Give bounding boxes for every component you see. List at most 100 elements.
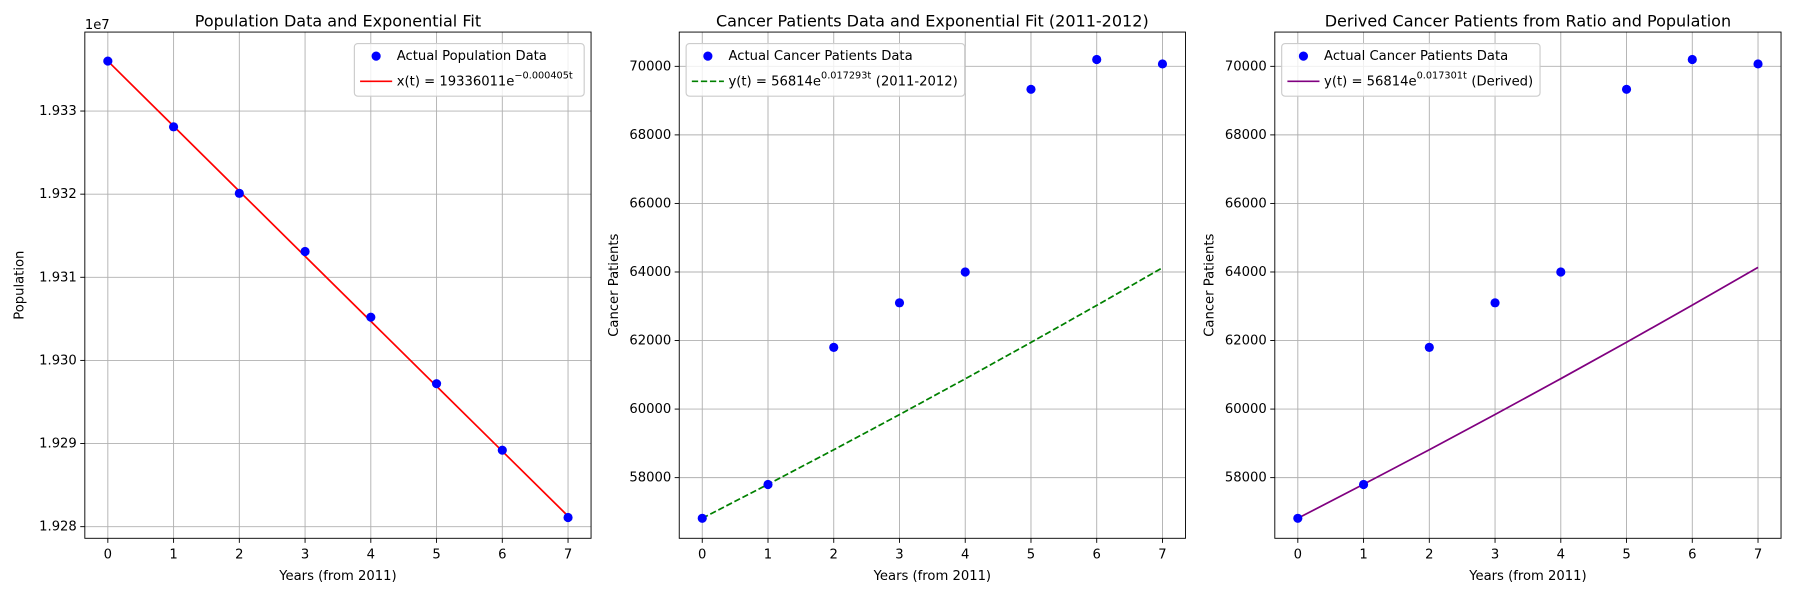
fit-line: [1297, 266, 1759, 520]
axes: 0 1 2 3 4 5 6 7 58000 60000 62000 64000 66000 68000 70…: [1225, 32, 1782, 562]
data-point: [1092, 54, 1102, 65]
y-tick-label: 62000: [1225, 334, 1267, 349]
axes: 0 1 2 3 4 5 6 7 1.928 1.929 1.930 1.931 1.932 1.933: [39, 32, 592, 562]
data-point: [1687, 54, 1697, 65]
data-point: [1157, 59, 1168, 69]
fit-line: [107, 60, 569, 517]
data-point: [697, 513, 707, 523]
x-tick-label: 6: [498, 547, 506, 562]
legend-superscript: −0.000405t: [514, 71, 573, 82]
legend: Actual Population Data x(t) = 19336011e−0…: [353, 42, 585, 97]
legend-label: x(t) = 19336011e−0.000405t: [397, 71, 573, 90]
x-tick-label: 3: [1491, 547, 1499, 562]
legend-suffix: (2011-2012): [876, 74, 958, 89]
data-point: [829, 342, 839, 352]
y-tick-label: 1.933: [39, 104, 77, 119]
y-tick-label: 68000: [629, 128, 671, 143]
data-point: [168, 122, 179, 132]
y-axis-label: Cancer Patients: [1203, 233, 1218, 336]
legend-text: y(t) = 56814e: [728, 74, 821, 89]
legend-label: Actual Population Data: [397, 49, 547, 64]
x-tick-label: 1: [1359, 547, 1367, 562]
data-point: [1556, 267, 1566, 277]
legend-box: [353, 42, 585, 97]
axes-frame: [678, 31, 1186, 539]
legend-label: Actual Cancer Patients Data: [1324, 49, 1508, 64]
data-point: [497, 445, 507, 455]
x-tick-label: 6: [1093, 547, 1101, 562]
x-tick-label: 7: [1158, 547, 1166, 562]
y-axis-label: Population: [13, 251, 28, 320]
y-tick-label: 58000: [1225, 471, 1267, 486]
y-tick-label: 66000: [629, 196, 671, 211]
y-tick-label: 64000: [629, 265, 671, 280]
y-tick-label: 1.931: [39, 270, 77, 285]
x-tick-label: 0: [1294, 547, 1302, 562]
y-tick-label: 64000: [1225, 265, 1267, 280]
x-tick-label: 1: [764, 547, 772, 562]
legend-text: y(t) = 56814e: [1324, 74, 1417, 89]
chart-title: Cancer Patients Data and Exponential Fit…: [716, 11, 1149, 30]
x-tick-label: 0: [104, 547, 112, 562]
x-tick-label: 2: [830, 547, 838, 562]
x-tick-label: 7: [1754, 547, 1762, 562]
y-tick-label: 62000: [629, 334, 671, 349]
data-point: [1293, 513, 1303, 523]
x-tick-label: 5: [1622, 547, 1630, 562]
data-point: [300, 246, 310, 257]
y-tick-label: 70000: [629, 59, 671, 74]
legend-marker: [1298, 51, 1309, 61]
x-tick-label: 5: [432, 547, 440, 562]
y-tick-label: 68000: [1225, 128, 1267, 143]
legend-box: [1281, 42, 1541, 97]
x-axis-label: Years (from 2011): [873, 569, 991, 584]
fit-line: [701, 266, 1163, 520]
chart-title: Derived Cancer Patients from Ratio and P…: [1325, 11, 1731, 30]
legend-label: y(t) = 56814e0.017301t (Derived): [1324, 71, 1533, 90]
y-tick-label: 66000: [1225, 196, 1267, 211]
legend-label: y(t) = 56814e0.017293t (2011-2012): [728, 71, 957, 90]
data-point: [563, 512, 573, 523]
legend-text: x(t) = 19336011e: [397, 74, 515, 89]
legend: Actual Cancer Patients Data y(t) = 56814e…: [1281, 42, 1541, 97]
x-tick-label: 4: [961, 547, 969, 562]
axes-frame: [84, 31, 592, 539]
x-tick-label: 2: [235, 547, 243, 562]
data-point: [234, 188, 244, 198]
data-point: [366, 312, 376, 322]
x-axis-label: Years (from 2011): [278, 569, 396, 584]
data-point: [1424, 342, 1434, 352]
x-axis-label: Years (from 2011): [1468, 569, 1586, 584]
legend-marker: [371, 51, 381, 61]
legend-suffix: (Derived): [1471, 74, 1533, 89]
legend-superscript: 0.017293t: [821, 71, 871, 82]
chart-title: Population Data and Exponential Fit: [195, 11, 481, 30]
data-point: [894, 298, 905, 308]
y-tick-label: 70000: [1225, 59, 1267, 74]
y-offset-text: 1e7: [85, 18, 110, 33]
x-tick-label: 4: [367, 547, 375, 562]
x-tick-label: 4: [1557, 547, 1565, 562]
x-tick-label: 6: [1688, 547, 1696, 562]
data-point: [1621, 84, 1632, 94]
y-tick-label: 1.932: [39, 187, 77, 202]
legend-box: [685, 42, 966, 97]
y-tick-label: 1.928: [39, 520, 77, 535]
data-point: [1490, 298, 1500, 308]
data-point: [1358, 479, 1369, 490]
x-tick-label: 1: [169, 547, 177, 562]
legend-marker: [703, 51, 713, 61]
y-tick-label: 1.929: [39, 437, 77, 452]
legend: Actual Cancer Patients Data y(t) = 56814e…: [685, 42, 966, 97]
y-axis-label: Cancer Patients: [607, 233, 622, 336]
data-point: [103, 56, 113, 66]
data-point: [1026, 84, 1036, 94]
data-point: [1753, 59, 1763, 69]
x-tick-label: 3: [895, 547, 903, 562]
legend-text: Actual Cancer Patients Data: [728, 49, 912, 64]
axes: 0 1 2 3 4 5 6 7 58000 60000 62000 64000 66000 68000 70…: [629, 32, 1186, 562]
legend-label: Actual Cancer Patients Data: [728, 49, 912, 64]
x-tick-label: 3: [301, 547, 309, 562]
x-tick-label: 2: [1425, 547, 1433, 562]
